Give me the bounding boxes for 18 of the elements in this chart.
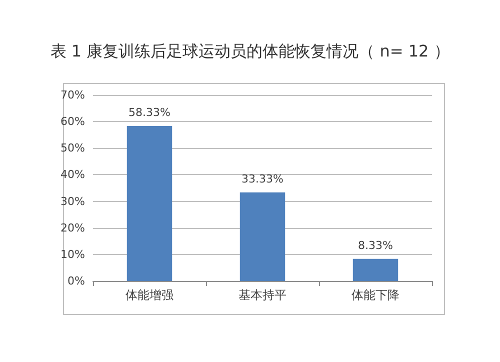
bar <box>126 126 172 281</box>
x-tick-label: 基本持平 <box>238 288 286 302</box>
x-tick-label: 体能下降 <box>352 288 400 302</box>
bar <box>352 258 398 281</box>
data-label: 33.33% <box>242 172 284 186</box>
y-tick-label: 0% <box>68 274 85 288</box>
chart-title: 表 1 康复训练后足球运动员的体能恢复情况（ n= 12 ） <box>50 42 450 60</box>
y-tick-label: 30% <box>60 194 85 208</box>
y-tick-label: 40% <box>60 168 85 182</box>
y-tick-label: 10% <box>60 248 85 261</box>
data-label: 58.33% <box>128 106 170 120</box>
bar <box>240 192 286 281</box>
y-tick-label: 70% <box>60 88 85 102</box>
y-tick-label: 60% <box>60 115 85 128</box>
data-label: 8.33% <box>358 238 393 252</box>
y-tick-label: 20% <box>60 221 85 234</box>
y-tick-label: 50% <box>60 142 85 155</box>
x-tick-label: 体能增强 <box>126 288 174 302</box>
